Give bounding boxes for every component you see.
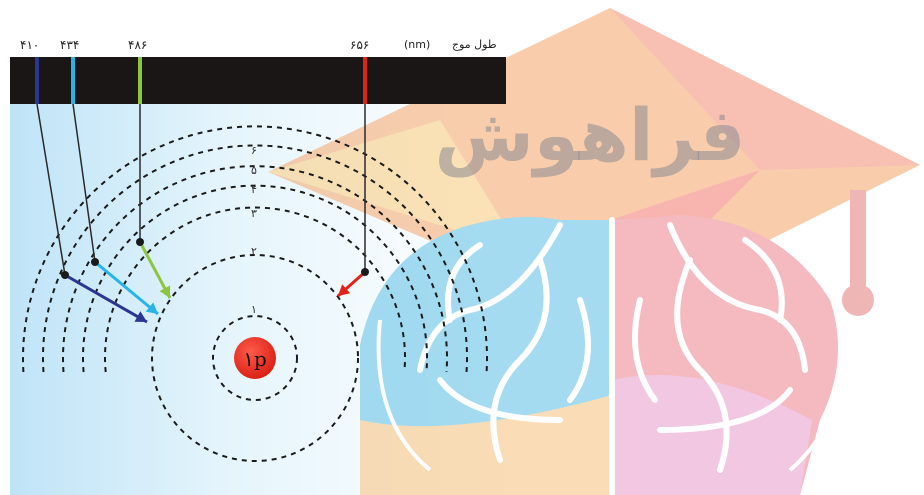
shell-label-1: ۱ — [251, 303, 257, 316]
transition-arrow-410 — [64, 273, 148, 324]
nucleus-label: ۱p — [243, 347, 267, 371]
arrowhead-656 — [338, 284, 351, 296]
electron-transitions — [36, 103, 369, 324]
spectrum-bar — [10, 57, 506, 104]
shell-1 — [212, 315, 298, 401]
shell-label-4: ۴ — [251, 183, 257, 196]
wavelength-label-434: ۴۳۴ — [60, 38, 80, 52]
wavelength-label-486: ۴۸۶ — [128, 38, 148, 52]
arrowhead-486 — [159, 285, 171, 298]
shell-label-5: ۵ — [251, 164, 257, 177]
wavelength-axis-label: طول موج — [452, 38, 497, 51]
wavelength-label-656: ۶۵۶ — [350, 38, 370, 52]
watermark-logo — [268, 8, 920, 495]
shell-4 — [82, 184, 428, 373]
wavelength-unit: (nm) — [404, 38, 431, 51]
arrowhead-434 — [145, 302, 158, 314]
transition-start-dot-656 — [361, 268, 369, 276]
transition-arrow-434 — [94, 260, 159, 316]
shell-label-6: ۶ — [251, 144, 257, 157]
wavelength-label-410: ۴۱۰ — [20, 38, 40, 52]
transition-stem-410 — [36, 103, 66, 276]
shell-5 — [62, 165, 448, 373]
arrowhead-410 — [134, 311, 147, 322]
watermark-text: فراهوش — [434, 93, 745, 178]
transition-start-dot-434 — [91, 258, 99, 266]
electron-shells — [22, 125, 488, 462]
shell-label-2: ۲ — [251, 245, 257, 258]
shell-3 — [104, 206, 406, 373]
shell-label-3: ۳ — [251, 207, 257, 220]
transition-start-dot-410 — [61, 271, 69, 279]
nucleus — [234, 337, 276, 379]
transition-start-dot-486 — [136, 238, 144, 246]
spectrum-lines — [35, 57, 367, 104]
shell-2 — [151, 254, 359, 462]
transition-stem-434 — [72, 103, 96, 263]
